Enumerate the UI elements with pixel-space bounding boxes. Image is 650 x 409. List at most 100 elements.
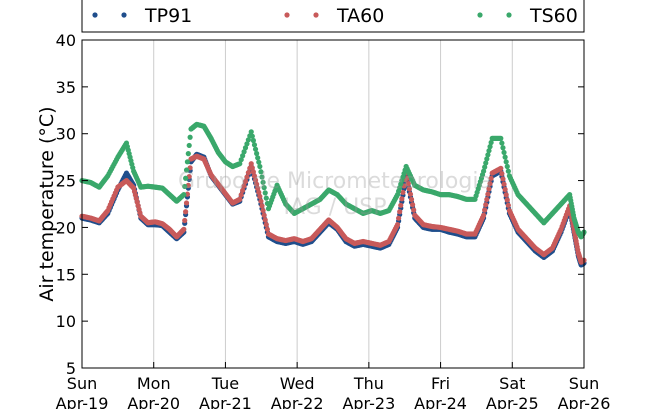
data-point [182,217,188,224]
data-point [499,171,505,177]
data-point [487,181,493,187]
legend-marker [121,12,127,18]
data-point [248,161,254,167]
data-point [238,157,244,163]
data-points [79,121,587,268]
data-point [250,169,256,175]
data-point [241,183,247,189]
data-point [251,142,258,148]
x-tick-day: Sun [569,374,599,393]
x-tick-day: Wed [280,374,315,393]
watermark-line-2: IAG / USP [284,195,387,220]
data-point [482,164,488,170]
legend: TP91 TA60 TS60 [81,0,585,33]
data-point [256,159,262,165]
watermark: Grupo de Micrometeorologia IAG / USP [178,169,492,220]
data-point [181,226,187,232]
data-point [252,146,259,152]
data-point [245,137,251,143]
data-point [183,200,190,206]
data-point [260,179,266,185]
data-point [255,185,261,191]
y-tick-label: 30 [56,125,76,144]
data-point [261,212,267,218]
data-point [240,187,246,194]
data-point [487,144,493,150]
data-point [255,155,261,161]
x-tick-date: Apr-21 [199,394,252,409]
data-point [249,133,255,139]
data-point [501,149,507,156]
data-point [406,186,412,192]
data-point [248,129,254,135]
data-point [256,189,262,196]
data-point [488,139,494,146]
data-point [187,134,193,140]
x-tick-day: Tue [211,374,239,393]
data-point [484,196,490,203]
data-point [411,207,417,213]
data-point [500,176,506,182]
data-point [503,192,509,198]
data-point [484,156,490,162]
data-point [244,174,250,180]
x-tick-date: Apr-19 [56,394,109,409]
data-point [408,196,415,203]
legend-label: TA60 [336,5,384,27]
data-point [397,209,403,215]
data-point [237,161,243,167]
x-tick-day: Sat [499,374,525,393]
y-tick-label: 35 [56,78,76,97]
x-axis: SunApr-19MonApr-20TueApr-21WedApr-22ThuA… [56,362,611,409]
data-point [262,190,268,196]
x-tick-day: Mon [137,374,171,393]
data-point [257,193,263,200]
data-point [238,192,244,198]
data-point [498,165,504,171]
data-point [237,196,243,202]
data-point [183,209,189,215]
data-point [258,198,264,204]
data-point [407,191,414,197]
data-point [186,142,192,149]
data-point [410,202,416,208]
x-tick-day: Sun [67,374,97,393]
x-tick-date: Apr-24 [414,394,467,409]
data-point [503,159,509,165]
data-point [396,215,402,221]
data-point [262,217,268,223]
data-point [252,177,259,183]
data-point [260,207,266,214]
data-point [405,181,411,187]
data-point [184,159,191,165]
data-point [485,191,491,197]
y-tick-label: 20 [56,218,76,237]
data-point [244,141,250,147]
y-axis: 5 10 15 20 25 30 35 40 [56,31,584,378]
legend-marker [284,12,290,18]
data-point [249,165,255,171]
data-point [241,149,247,155]
watermark-line-1: Grupo de Micrometeorologia [178,169,492,194]
x-tick-date: Apr-20 [127,394,180,409]
data-point [504,163,510,170]
legend-marker [92,12,98,18]
x-tick-date: Apr-26 [558,394,611,409]
y-tick-label: 25 [56,172,76,191]
legend-box [81,0,585,33]
data-point [242,178,249,185]
data-point [185,151,191,157]
data-point [499,140,505,146]
data-point [183,175,189,181]
data-point [505,202,511,208]
data-point [259,174,265,180]
data-point [500,145,506,151]
data-point [481,212,487,218]
data-point [258,169,264,175]
data-point [264,226,270,232]
data-point [483,160,489,166]
data-point [183,167,190,173]
y-tick-label: 40 [56,31,76,50]
data-point [399,196,405,202]
y-tick-label: 5 [66,359,76,378]
